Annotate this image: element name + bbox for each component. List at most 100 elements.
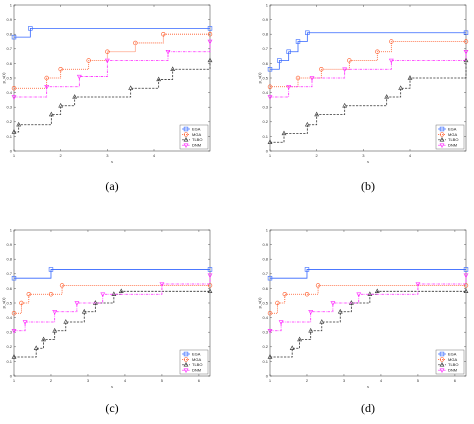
panel-caption: (c): [105, 401, 118, 415]
legend-marker: [183, 126, 189, 132]
y-tick-label: 0.4: [262, 315, 268, 320]
data-point: [156, 76, 162, 82]
y-tick-label: 0.7: [6, 46, 12, 51]
data-point: [267, 84, 273, 89]
data-point: [11, 275, 17, 281]
legend-entry: TLBO: [448, 137, 458, 142]
legend-marker: [439, 361, 445, 367]
data-point: [207, 267, 213, 272]
series-ega: [11, 267, 213, 281]
data-point: [59, 283, 65, 288]
data-point: [319, 319, 325, 324]
x-tick-label: 6: [198, 378, 201, 383]
data-point: [72, 94, 78, 99]
x-tick-label: 3: [362, 153, 365, 158]
data-point: [342, 67, 348, 73]
x-tick-label: 3: [87, 378, 90, 383]
series-line-tlbo: [270, 290, 466, 358]
data-point: [275, 300, 280, 306]
data-point: [74, 301, 80, 306]
legend-entry: DNM: [448, 368, 457, 373]
data-point: [309, 76, 315, 81]
series-line-ega: [14, 27, 210, 38]
x-tick-label: 1: [13, 153, 16, 158]
chart-panel-1: 0 0.1 0.2 0.3 0.4 0.5 0.6 0.7 0.8 0.9 1 1 2 3 4 x p_x(t)…: [1, 2, 213, 193]
data-point: [463, 283, 469, 288]
series-mga: [267, 283, 469, 316]
data-point: [347, 58, 352, 63]
series-dnm: [267, 50, 469, 100]
chart-panel-3: 0 0.1 0.2 0.3 0.4 0.5 0.6 0.7 0.8 0.9 1 1 2 3 4 5 6 x p_x(…: [1, 227, 213, 415]
y-tick-label: 0: [266, 148, 269, 153]
series-line-tlbo: [14, 290, 210, 358]
x-tick-label: 6: [454, 378, 457, 383]
y-tick-label: 0.5: [6, 300, 12, 305]
legend-entry: MGA: [192, 357, 201, 362]
data-point: [308, 327, 314, 333]
series-line-mga: [14, 285, 210, 314]
chart-panel-2: 0 0.1 0.2 0.3 0.4 0.5 0.6 0.7 0.8 0.9 1 1 2 3 4 x p_x(t)…: [257, 2, 469, 193]
data-point: [128, 85, 134, 90]
y-tick-label: 0.2: [6, 119, 12, 124]
data-point: [314, 111, 320, 117]
data-point: [286, 85, 292, 90]
legend-marker: [439, 126, 445, 132]
data-point: [44, 85, 50, 90]
series-mga: [11, 31, 213, 91]
legend-entry: DNM: [448, 143, 457, 148]
data-point: [207, 288, 213, 294]
legend-entry: MGA: [448, 357, 457, 362]
data-point: [356, 292, 362, 298]
y-tick-label: 0.7: [6, 271, 12, 276]
x-tick-label: 2: [50, 378, 53, 383]
data-point: [100, 292, 106, 298]
y-tick-label: 0.2: [262, 119, 268, 124]
data-point: [16, 121, 22, 127]
x-tick-label: 5: [417, 378, 420, 383]
data-point: [267, 311, 273, 316]
series-tlbo: [267, 288, 469, 359]
x-tick-label: 1: [269, 153, 272, 158]
data-point: [375, 49, 380, 54]
y-tick-label: 0.1: [262, 359, 268, 364]
series-tlbo: [11, 288, 213, 359]
data-point: [398, 85, 404, 90]
data-point: [63, 319, 69, 324]
y-tick-label: 0.5: [262, 300, 268, 305]
data-point: [26, 292, 31, 297]
y-tick-label: 0.4: [262, 90, 268, 95]
x-tick-label: 4: [153, 153, 156, 158]
data-point: [367, 291, 373, 296]
y-tick-label: 0.6: [6, 61, 12, 66]
data-point: [92, 300, 98, 305]
data-point: [11, 329, 17, 334]
series-tlbo: [267, 57, 469, 144]
data-point: [463, 288, 469, 294]
y-tick-label: 0.2: [6, 344, 12, 349]
data-point: [11, 129, 17, 134]
legend-marker: [439, 136, 445, 142]
data-point: [11, 354, 17, 359]
data-point: [330, 301, 336, 306]
series-line-dnm: [14, 41, 211, 98]
x-tick-label: 2: [60, 153, 63, 158]
data-point: [22, 320, 28, 325]
series-mga: [11, 283, 213, 316]
data-point: [308, 310, 314, 315]
data-point: [11, 86, 17, 91]
y-tick-label: 0.8: [262, 257, 268, 262]
y-tick-label: 0.9: [6, 17, 12, 22]
y-tick-label: 0: [10, 148, 13, 153]
data-point: [11, 311, 17, 316]
data-point: [105, 49, 110, 54]
data-point: [207, 273, 213, 279]
data-point: [207, 31, 213, 37]
y-axis-label: p_x(t): [257, 72, 262, 83]
legend-marker: [439, 357, 445, 362]
legend-entry: MGA: [192, 132, 201, 137]
data-point: [111, 291, 117, 296]
x-axis-label: x: [111, 159, 114, 164]
